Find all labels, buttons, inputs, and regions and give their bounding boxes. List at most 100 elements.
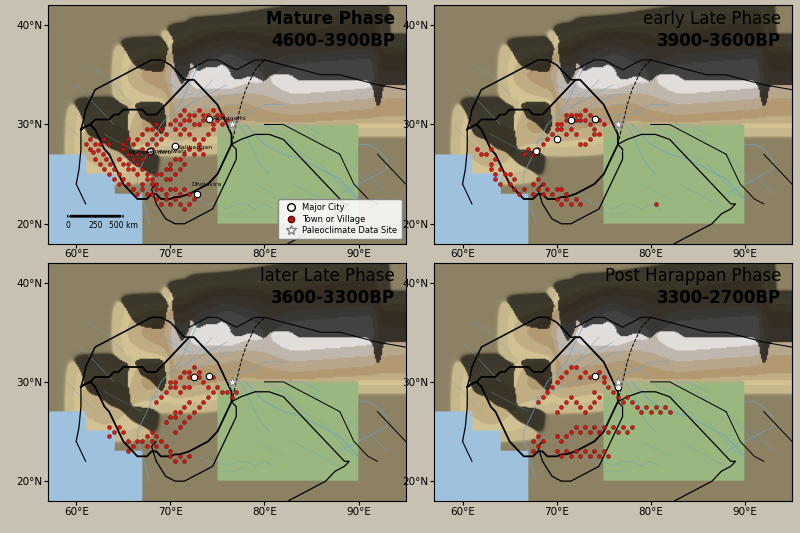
Point	[649, 402, 662, 411]
Point	[518, 150, 530, 158]
Point	[654, 407, 666, 416]
Point	[526, 190, 539, 198]
Point	[508, 185, 521, 193]
Point	[174, 407, 186, 416]
Point	[574, 110, 586, 119]
Point	[178, 402, 191, 411]
Text: Dholavira: Dholavira	[191, 182, 222, 187]
Point	[174, 452, 186, 461]
Point	[602, 452, 615, 461]
Point	[164, 377, 177, 386]
Point	[178, 125, 191, 134]
Point	[560, 115, 573, 124]
Point	[84, 145, 97, 154]
Text: 500 km: 500 km	[109, 221, 138, 230]
Point	[564, 452, 577, 461]
Point	[141, 190, 154, 198]
Point	[569, 115, 582, 124]
Point	[616, 398, 629, 406]
Point	[560, 447, 573, 456]
Point	[174, 190, 186, 198]
Point	[225, 392, 238, 401]
Point	[154, 125, 167, 134]
Point	[150, 195, 162, 203]
Point	[159, 195, 172, 203]
Point	[583, 402, 596, 411]
Point	[169, 383, 182, 391]
Point	[174, 110, 186, 119]
Point	[117, 140, 130, 149]
Point	[470, 145, 483, 154]
Point	[518, 185, 530, 193]
Point	[154, 185, 167, 193]
Point	[598, 373, 610, 381]
Point	[174, 120, 186, 129]
Point	[202, 130, 214, 139]
Point	[178, 368, 191, 376]
Point	[526, 437, 539, 446]
Point	[192, 373, 205, 381]
Point	[616, 422, 629, 431]
Point	[583, 452, 596, 461]
Point	[122, 447, 134, 456]
Point	[169, 195, 182, 203]
Point	[187, 110, 200, 119]
Point	[96, 150, 109, 158]
Point	[626, 422, 638, 431]
Point	[187, 373, 200, 381]
Point	[546, 383, 558, 391]
Point	[136, 145, 149, 154]
Point	[503, 180, 516, 188]
Point	[503, 170, 516, 179]
Point	[230, 387, 242, 396]
Point	[598, 447, 610, 456]
Point	[102, 422, 115, 431]
Point	[187, 135, 200, 144]
Point	[569, 422, 582, 431]
Point	[182, 368, 195, 376]
Point	[663, 407, 676, 416]
Point	[94, 140, 106, 149]
Point	[578, 106, 591, 114]
Point	[564, 392, 577, 401]
Point	[564, 115, 577, 124]
Text: Kalibangan: Kalibangan	[177, 146, 212, 150]
Point	[598, 422, 610, 431]
Point	[536, 140, 549, 149]
Point	[182, 383, 195, 391]
Point	[174, 155, 186, 164]
Point	[555, 185, 568, 193]
Point	[583, 120, 596, 129]
Point	[182, 190, 195, 198]
Point	[555, 402, 568, 411]
Point	[79, 140, 92, 149]
Point	[546, 130, 558, 139]
Point	[150, 170, 162, 179]
Point	[154, 170, 167, 179]
Point	[564, 115, 577, 124]
Point	[145, 427, 158, 436]
Point	[178, 115, 191, 124]
Point	[169, 427, 182, 436]
Point	[141, 442, 154, 451]
Point	[136, 130, 149, 139]
Point	[484, 165, 497, 173]
Point	[126, 140, 139, 149]
Point	[211, 115, 224, 124]
Point	[564, 362, 577, 371]
Point	[136, 165, 149, 173]
Point	[225, 120, 238, 129]
Point	[107, 165, 120, 173]
Legend: Major City, Town or Village, Paleoclimate Data Site: Major City, Town or Village, Paleoclimat…	[278, 199, 402, 239]
Point	[154, 135, 167, 144]
Point	[174, 165, 186, 173]
Point	[164, 413, 177, 421]
Point	[187, 373, 200, 381]
Point	[555, 125, 568, 134]
Point	[508, 175, 521, 183]
Point	[526, 150, 539, 158]
Point	[206, 373, 219, 381]
Point	[192, 402, 205, 411]
Point	[531, 145, 544, 154]
Point	[126, 155, 139, 164]
